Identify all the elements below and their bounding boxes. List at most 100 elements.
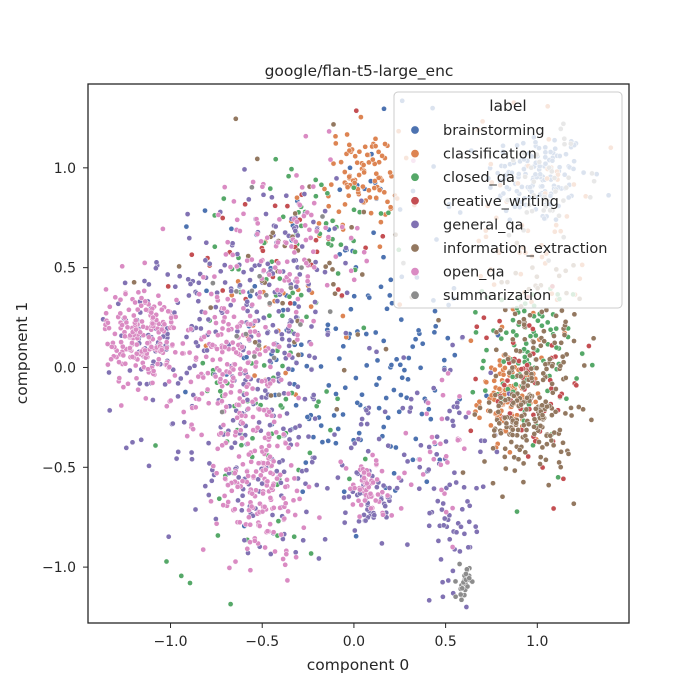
data-point xyxy=(339,292,345,299)
data-point xyxy=(560,359,567,366)
data-point xyxy=(399,374,406,381)
x-tick-label: 1.0 xyxy=(526,634,548,650)
data-point xyxy=(288,166,295,172)
data-point xyxy=(176,263,182,270)
data-point xyxy=(231,506,238,513)
data-point xyxy=(294,336,301,343)
data-point xyxy=(136,380,143,387)
data-point xyxy=(557,427,563,433)
data-point xyxy=(503,420,510,427)
data-point xyxy=(487,408,494,414)
data-point xyxy=(272,264,279,271)
data-point xyxy=(523,427,530,433)
data-point xyxy=(133,341,140,348)
data-point xyxy=(292,549,299,556)
legend-items: brainstorming classification closed_qacrea… xyxy=(410,123,607,304)
data-point xyxy=(476,414,483,421)
data-point xyxy=(380,254,387,261)
data-point xyxy=(537,422,544,429)
data-point xyxy=(367,194,373,201)
data-point xyxy=(275,260,282,266)
data-point xyxy=(180,409,187,415)
data-point xyxy=(230,417,236,424)
data-point xyxy=(360,162,367,168)
data-point xyxy=(201,334,207,340)
data-point xyxy=(524,394,530,401)
data-point xyxy=(217,356,224,363)
data-point xyxy=(560,475,567,482)
data-point xyxy=(423,478,430,485)
data-point xyxy=(126,306,132,313)
data-point xyxy=(521,308,528,314)
data-point xyxy=(459,585,466,592)
data-point xyxy=(398,316,405,323)
data-point xyxy=(299,243,306,250)
data-point xyxy=(550,442,557,449)
data-point xyxy=(496,386,503,392)
data-point xyxy=(539,412,546,418)
data-point xyxy=(521,354,528,360)
data-point xyxy=(294,278,301,285)
data-point xyxy=(516,446,523,453)
data-point xyxy=(523,437,530,444)
data-point xyxy=(271,419,278,425)
data-point xyxy=(570,500,577,507)
data-point xyxy=(249,385,256,392)
data-point xyxy=(359,391,365,398)
data-point xyxy=(263,211,269,217)
data-point xyxy=(205,440,212,446)
data-point xyxy=(304,278,311,285)
data-point xyxy=(277,402,284,409)
data-point xyxy=(322,263,329,270)
data-point xyxy=(277,472,284,478)
data-point xyxy=(282,440,289,447)
data-point xyxy=(366,159,372,166)
data-point xyxy=(386,485,393,491)
data-point xyxy=(356,430,363,436)
data-point xyxy=(335,426,342,432)
data-point xyxy=(457,591,464,598)
data-point xyxy=(123,445,130,451)
data-point xyxy=(343,465,349,472)
data-point xyxy=(513,381,519,388)
data-point xyxy=(234,216,241,223)
data-point xyxy=(358,421,364,428)
data-point xyxy=(308,212,315,218)
data-point xyxy=(457,548,463,555)
data-point xyxy=(186,365,193,371)
data-point xyxy=(138,295,145,301)
data-point xyxy=(233,349,240,356)
data-point xyxy=(232,439,238,446)
y-tick-label: 0.0 xyxy=(54,360,76,376)
data-point xyxy=(187,580,193,586)
data-point xyxy=(408,481,415,488)
data-point xyxy=(352,153,359,160)
data-point xyxy=(379,233,386,240)
data-point xyxy=(520,379,527,386)
data-point xyxy=(250,427,257,433)
data-point xyxy=(513,420,520,426)
data-point xyxy=(179,340,186,347)
data-point xyxy=(208,477,215,484)
data-point xyxy=(561,332,568,338)
data-point xyxy=(209,342,216,348)
data-point xyxy=(205,400,212,407)
data-point xyxy=(324,331,331,338)
data-point xyxy=(293,554,299,561)
data-point xyxy=(168,314,174,321)
data-point xyxy=(205,370,211,376)
data-point xyxy=(278,531,285,538)
data-point xyxy=(149,320,156,327)
data-point xyxy=(240,210,247,217)
data-point xyxy=(248,458,255,465)
data-point xyxy=(512,311,518,317)
data-point xyxy=(325,234,332,240)
data-point xyxy=(377,243,383,250)
data-point xyxy=(499,493,506,500)
data-point xyxy=(545,482,552,488)
data-point xyxy=(155,292,162,299)
data-point xyxy=(286,352,292,358)
data-point xyxy=(491,377,498,384)
data-point xyxy=(306,226,313,233)
data-point xyxy=(435,317,442,324)
